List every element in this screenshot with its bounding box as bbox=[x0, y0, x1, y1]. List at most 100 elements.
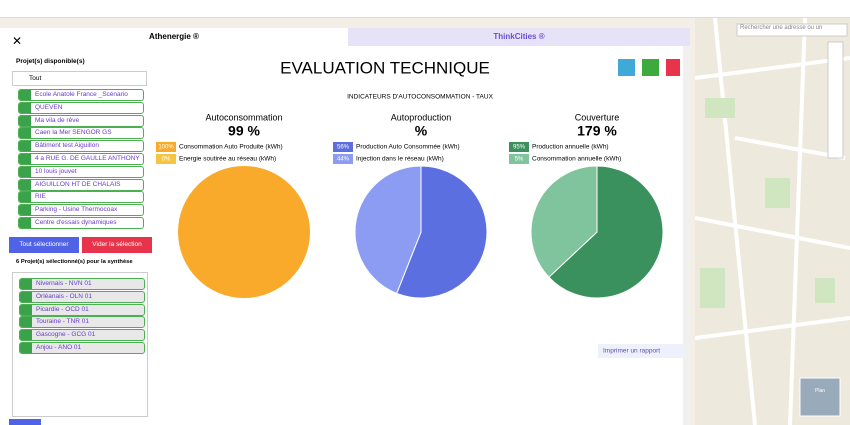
legend-label: Production annuelle (kWh) bbox=[532, 144, 609, 151]
main: EVALUATION TECHNIQUE INDICATEURS D'AUTOC… bbox=[155, 46, 690, 425]
icon bbox=[20, 343, 32, 353]
project-item[interactable]: Gascogne - GCG 01 bbox=[19, 329, 145, 342]
title: EVALUATION TECHNIQUE bbox=[280, 58, 490, 77]
item-label: Nivernais - NVN 01 bbox=[36, 280, 92, 287]
item-label: Touraine - TNR 01 bbox=[36, 318, 89, 326]
legend-badge bbox=[156, 142, 176, 152]
icon bbox=[19, 179, 31, 190]
button[interactable]: Tout sélectionner bbox=[9, 237, 79, 253]
header bbox=[0, 0, 850, 18]
pie-slice bbox=[178, 166, 310, 298]
legend-badge bbox=[333, 142, 353, 152]
project-item[interactable]: QUEVEN bbox=[18, 101, 144, 114]
headline: 179 % bbox=[577, 123, 617, 139]
item-label: Caen la Mer SENGOR GS bbox=[35, 129, 112, 137]
tab[interactable]: ThinkCities ® bbox=[348, 28, 690, 46]
item-label: 10 louis jouvet bbox=[35, 167, 77, 175]
legend-badge bbox=[156, 154, 176, 164]
headline: 99 % bbox=[228, 123, 260, 139]
chart-title: Couverture bbox=[575, 112, 620, 122]
item-label: Anjou - ANO 01 bbox=[36, 344, 82, 351]
item-label: RIE bbox=[35, 193, 46, 201]
project-item[interactable]: AIGUILLON HT DE CHALAIS bbox=[18, 178, 144, 191]
item-label: Gascogne - GCG 01 bbox=[36, 331, 96, 339]
label: 6 Projet(s) sélectionné(s) pour la synth… bbox=[16, 259, 133, 265]
project-item[interactable]: RIE bbox=[18, 191, 144, 204]
icon bbox=[19, 115, 31, 126]
legend-badge-text: 100% bbox=[158, 145, 174, 151]
legend-badge bbox=[509, 154, 529, 164]
project-item[interactable]: Bâtiment test Aiguillon bbox=[18, 140, 144, 153]
pie-slice bbox=[396, 165, 488, 299]
item-label: 4 a RUE G. DE GAULLE ANTHONY bbox=[35, 155, 140, 162]
item-label: Bâtiment test Aiguillon bbox=[35, 142, 99, 150]
project-item[interactable]: Touraine - TNR 01 bbox=[19, 316, 145, 329]
item-label: AIGUILLON HT DE CHALAIS bbox=[35, 180, 121, 188]
icon bbox=[19, 90, 31, 100]
map-thumb[interactable]: Plan bbox=[815, 388, 826, 394]
filter[interactable]: Tout bbox=[12, 71, 147, 86]
legend-badge-text: 44% bbox=[337, 157, 350, 163]
item-label: Ma vila de rêve bbox=[35, 116, 80, 124]
icon bbox=[20, 291, 32, 302]
legend-badge-text: 5% bbox=[515, 157, 524, 163]
item-label: QUEVEN bbox=[35, 103, 63, 111]
legend-badge-text: 95% bbox=[513, 145, 526, 151]
item-label: Orléanais - OLN 01 bbox=[36, 292, 92, 300]
pie-slice bbox=[548, 165, 664, 299]
project-item[interactable]: Nivernais - NVN 01 bbox=[19, 278, 145, 290]
icon[interactable]: ✕ bbox=[12, 34, 23, 48]
legend-badge-text: 56% bbox=[337, 145, 350, 151]
button[interactable] bbox=[9, 419, 41, 425]
headline: % bbox=[415, 123, 428, 139]
legend-badge bbox=[509, 142, 529, 152]
chart-title: Autoconsommation bbox=[205, 112, 282, 122]
legend-label: Energie soutirée au réseau (kWh) bbox=[179, 156, 276, 163]
icon bbox=[20, 317, 32, 328]
button[interactable]: Vider la sélection bbox=[82, 237, 152, 253]
legend-badge bbox=[333, 154, 353, 164]
label: Projet(s) disponible(s) bbox=[16, 58, 85, 65]
tab[interactable]: Athenergie ® bbox=[0, 28, 348, 46]
project-item[interactable]: Anjou - ANO 01 bbox=[19, 342, 145, 354]
item-label: Picardie - OCD 01 bbox=[36, 305, 89, 313]
selected-list: Nivernais - NVN 01 Orléanais - OLN 01 Pica… bbox=[12, 272, 148, 417]
icon bbox=[19, 218, 31, 228]
project-item[interactable]: Picardie - OCD 01 bbox=[19, 303, 145, 316]
icon bbox=[19, 166, 31, 177]
project-item[interactable]: Caen la Mer SENGOR GS bbox=[18, 127, 144, 140]
legend-label: Injection dans le réseau (kWh) bbox=[356, 156, 444, 163]
project-item[interactable]: Ecole Anatole France _Scénario bbox=[18, 89, 144, 101]
legend-badge-text: 0% bbox=[162, 157, 171, 163]
map bbox=[695, 18, 850, 425]
icon bbox=[20, 279, 32, 289]
icon bbox=[19, 192, 31, 203]
icon bbox=[19, 154, 31, 164]
subtitle: INDICATEURS D'AUTOCONSOMMATION - TAUX bbox=[347, 94, 493, 101]
chart-title: Autoproduction bbox=[391, 112, 452, 122]
project-list: Ecole Anatole France _Scénario QUEVEN Ma v… bbox=[0, 86, 150, 232]
icon bbox=[20, 304, 32, 315]
item-label: Ecole Anatole France _Scénario bbox=[35, 91, 128, 98]
icon bbox=[19, 205, 31, 216]
icon bbox=[19, 102, 31, 113]
legend-label: Consommation Auto Produite (kWh) bbox=[179, 144, 283, 151]
item-label: Centre d'essais dynamiques bbox=[35, 219, 117, 226]
sidebar: ✕ Projet(s) disponible(s) Tout Ecole Ana… bbox=[0, 34, 155, 425]
project-item[interactable]: 4 a RUE G. DE GAULLE ANTHONY bbox=[18, 153, 144, 165]
print-button[interactable]: Imprimer un rapport bbox=[603, 348, 660, 355]
map-search[interactable]: Rechercher une adresse ou un bbox=[740, 25, 823, 31]
pie-slice bbox=[354, 165, 422, 295]
project-item[interactable]: Centre d'essais dynamiques bbox=[18, 217, 144, 229]
legend-label: Consommation annuelle (kWh) bbox=[532, 156, 621, 163]
project-item[interactable]: 10 louis jouvet bbox=[18, 165, 144, 178]
project-item[interactable]: Parking - Usine Thermocoax bbox=[18, 204, 144, 217]
icon bbox=[19, 128, 31, 139]
icon bbox=[20, 330, 32, 341]
item-label: Parking - Usine Thermocoax bbox=[35, 206, 118, 214]
legend-label: Production Auto Consommée (kWh) bbox=[356, 144, 460, 151]
project-item[interactable]: Ma vila de rêve bbox=[18, 114, 144, 127]
pie-slice bbox=[530, 165, 598, 278]
project-item[interactable]: Orléanais - OLN 01 bbox=[19, 290, 145, 303]
